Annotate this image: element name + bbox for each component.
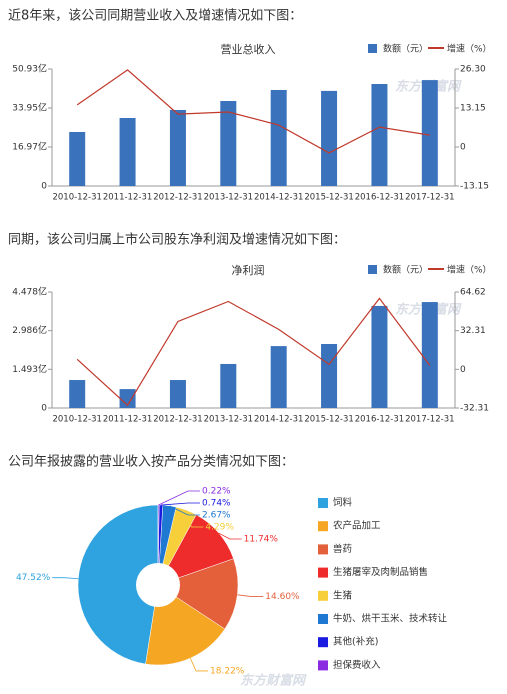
data-label: 4.29% <box>205 523 234 533</box>
label-leader <box>237 594 264 597</box>
x-tick-label: 2012-12-31 <box>153 193 202 203</box>
bar <box>169 380 186 408</box>
x-tick-label: 2015-12-31 <box>304 193 353 203</box>
y-tick-label: 0 <box>41 404 47 414</box>
y2-tick-label: 26.30 <box>460 65 486 75</box>
donut-hole <box>136 563 180 607</box>
bar <box>69 132 86 186</box>
y2-tick-label: -13.15 <box>460 182 489 192</box>
bar <box>321 90 338 186</box>
bar <box>421 80 438 186</box>
y-tick-label: 16.97亿 <box>12 141 47 153</box>
label-leader <box>190 657 209 672</box>
legend-swatch <box>368 44 377 53</box>
x-tick-label: 2017-12-31 <box>405 193 454 203</box>
heading: 同期，该公司归属上市公司股东净利润及增速情况如下图： <box>8 232 346 248</box>
data-label: 0.22% <box>202 487 231 497</box>
line-series <box>76 69 430 154</box>
y-tick-label: 0 <box>41 182 47 192</box>
x-tick-label: 2012-12-31 <box>153 415 202 425</box>
x-tick-label: 2016-12-31 <box>355 415 404 425</box>
data-label: 2.67% <box>202 511 231 521</box>
legend-swatch <box>368 265 377 274</box>
legend-label: 饲料 <box>333 497 353 509</box>
legend-swatch <box>318 544 328 555</box>
x-tick-label: 2016-12-31 <box>355 193 404 203</box>
legend-label: 其他(补充) <box>333 636 378 648</box>
bar <box>220 363 237 408</box>
chart-title: 营业总收入 <box>221 42 276 56</box>
y2-tick-label: 0 <box>460 365 466 375</box>
bar <box>321 344 338 408</box>
x-tick-label: 2013-12-31 <box>204 193 253 203</box>
pie-slice <box>77 504 159 665</box>
label-leader <box>218 532 242 540</box>
x-tick-label: 2013-12-31 <box>204 415 253 425</box>
x-tick-label: 2011-12-31 <box>103 415 152 425</box>
legend-label: 增速（%） <box>447 43 492 55</box>
heading: 近8年来，该公司同期营业收入及增速情况如下图： <box>8 8 302 24</box>
bar <box>119 118 136 186</box>
legend-swatch <box>318 637 328 648</box>
x-tick-label: 2014-12-31 <box>254 415 303 425</box>
x-tick-label: 2015-12-31 <box>304 415 353 425</box>
bar <box>119 389 136 408</box>
heading: 公司年报披露的营业收入按产品分类情况如下图： <box>8 454 294 470</box>
y-tick-label: 2.986亿 <box>12 324 47 336</box>
legend-label: 生猪屠宰及肉制品销售 <box>333 566 428 578</box>
data-label: 0.74% <box>202 499 231 509</box>
y2-tick-label: 32.31 <box>460 326 486 336</box>
line-series <box>76 297 431 407</box>
bar <box>69 380 86 408</box>
legend-label: 农产品加工 <box>333 520 381 532</box>
bar <box>270 346 287 408</box>
legend-swatch <box>318 590 328 601</box>
bar <box>220 101 237 186</box>
y-tick-label: 4.478亿 <box>12 286 47 298</box>
legend-swatch <box>318 660 328 671</box>
y2-tick-label: 0 <box>460 143 466 153</box>
legend-label: 担保费收入 <box>333 659 381 671</box>
bar <box>270 89 287 186</box>
bar <box>371 84 388 186</box>
label-leader <box>169 505 200 516</box>
label-leader <box>52 577 79 580</box>
y2-tick-label: 13.15 <box>460 104 486 114</box>
y-tick-label: 33.95亿 <box>12 102 47 114</box>
chart-title: 净利润 <box>232 263 265 277</box>
legend-swatch <box>318 498 328 508</box>
label-leader <box>160 502 200 506</box>
data-label: 11.74% <box>244 535 279 545</box>
data-label: 47.52% <box>16 573 51 583</box>
legend-swatch <box>318 614 328 624</box>
legend-label: 数额（元） <box>383 264 428 276</box>
x-tick-label: 2014-12-31 <box>254 193 303 203</box>
y2-tick-label: -32.31 <box>460 404 489 414</box>
legend-swatch <box>318 521 328 532</box>
x-tick-label: 2011-12-31 <box>103 193 152 203</box>
label-leader <box>158 490 200 506</box>
y-tick-label: 50.93亿 <box>12 63 47 75</box>
legend-label: 数额（元） <box>383 43 428 55</box>
bar <box>371 305 388 408</box>
data-label: 18.22% <box>210 666 245 676</box>
legend-label: 牛奶、烘干玉米、技术转让 <box>333 613 448 625</box>
y-tick-label: 1.493亿 <box>12 363 47 375</box>
x-tick-label: 2010-12-31 <box>52 193 101 203</box>
legend-label: 增速（%） <box>447 264 492 276</box>
data-label: 14.60% <box>265 592 300 602</box>
legend-label: 兽药 <box>333 543 352 555</box>
label-leader <box>186 510 204 528</box>
x-tick-label: 2010-12-31 <box>52 415 101 425</box>
bar <box>421 302 438 408</box>
watermark: 东方财富网 <box>240 673 307 689</box>
x-tick-label: 2017-12-31 <box>405 415 454 425</box>
y2-tick-label: 64.62 <box>460 288 486 298</box>
legend-swatch <box>318 567 328 578</box>
legend-label: 生猪 <box>333 589 353 601</box>
bar <box>169 109 186 186</box>
